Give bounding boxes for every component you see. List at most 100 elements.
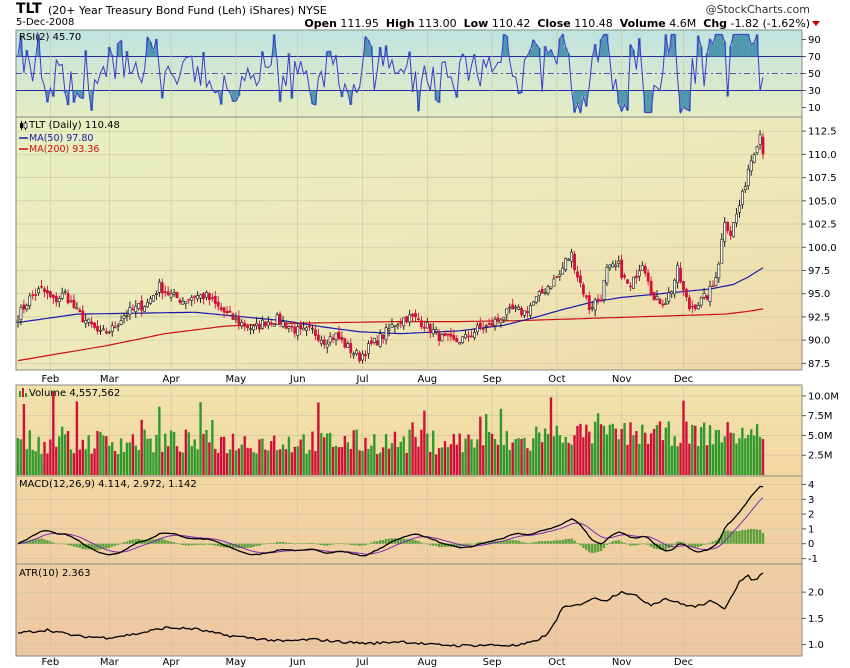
month-label: Oct	[548, 374, 565, 385]
macd-histogram-bar	[582, 543, 585, 548]
rsi-oversold-fill	[219, 90, 223, 105]
ma50-line	[17, 267, 764, 335]
rsi-overbought-fill	[502, 34, 506, 57]
macd-histogram-bar	[540, 541, 544, 544]
volume-bar	[605, 434, 609, 475]
macd-histogram-bar	[632, 543, 635, 546]
price-candle	[534, 296, 538, 303]
volume-bar	[558, 435, 562, 475]
macd-histogram-bar	[576, 542, 579, 544]
volume-bar	[694, 425, 697, 475]
rsi-overbought-fill	[328, 51, 332, 57]
volume-bar	[520, 438, 523, 475]
macd-histogram-bar	[549, 541, 553, 544]
price-candle	[558, 274, 562, 277]
volume-bar	[567, 442, 570, 475]
volume-bar	[137, 450, 140, 475]
ma200-line	[17, 308, 764, 362]
rsi-overbought-fill	[549, 49, 553, 57]
price-candle	[717, 263, 721, 279]
price-candle	[284, 322, 288, 329]
macd-histogram-bar	[452, 543, 456, 547]
macd-histogram-bar	[473, 543, 476, 545]
volume-bar	[178, 451, 182, 475]
volume-bar	[549, 397, 553, 475]
macd-histogram-bar	[78, 543, 82, 548]
macd-histogram-bar	[208, 543, 211, 545]
rsi-overbought-fill	[734, 34, 738, 57]
price-candle	[28, 295, 32, 307]
volume-bar	[367, 448, 370, 475]
volume-bar	[611, 423, 615, 475]
volume-bar	[714, 430, 718, 475]
month-label: Mar	[100, 657, 120, 668]
rsi-overbought-fill	[752, 42, 756, 57]
price-candle	[499, 319, 503, 324]
price-candle	[629, 285, 632, 288]
macd-histogram-bar	[591, 543, 594, 554]
price-candle	[187, 298, 191, 301]
volume-bar	[166, 446, 170, 475]
macd-histogram-bar	[196, 543, 199, 545]
volume-bar	[231, 433, 235, 475]
price-candle	[199, 294, 202, 299]
price-candle	[667, 292, 671, 302]
rsi-panel: RSI(2) 45.70 90 70 50 30 10	[15, 29, 821, 118]
macd-histogram-bar	[620, 541, 623, 544]
volume-bar	[128, 442, 132, 475]
price-candle	[676, 265, 680, 283]
volume-bar	[564, 437, 567, 475]
rsi-oversold-fill	[584, 90, 588, 107]
price-candle	[690, 305, 694, 308]
macd-histogram-bar	[646, 543, 650, 545]
volume-bar	[443, 441, 447, 475]
change-value: -1.82 (-1.62%)	[730, 17, 810, 30]
volume-bar	[602, 425, 606, 475]
price-candle	[687, 297, 691, 309]
macd-histogram-bar	[190, 543, 193, 546]
macd-histogram-bar	[264, 543, 267, 545]
volume-bar	[219, 436, 223, 475]
price-candle	[225, 311, 229, 313]
volume-bar	[623, 422, 626, 475]
macd-histogram-bar	[49, 541, 52, 544]
macd-histogram-bar	[505, 540, 509, 544]
price-candle	[711, 285, 715, 287]
price-candle	[349, 342, 353, 353]
volume-bar	[181, 452, 185, 475]
volume-bar	[752, 435, 756, 475]
macd-histogram-bar	[143, 539, 146, 544]
price-candle	[470, 335, 473, 338]
price-candle	[252, 325, 255, 331]
price-candle	[467, 335, 470, 338]
macd-histogram-bar	[287, 542, 291, 544]
month-label: Jun	[289, 657, 306, 668]
macd-histogram-bar	[308, 543, 311, 544]
price-candle	[726, 221, 730, 231]
volume-bar	[617, 439, 620, 475]
price-candle	[505, 308, 509, 316]
rsi-oversold-fill	[681, 90, 685, 108]
macd-histogram-bar	[69, 543, 73, 546]
volume-bar	[405, 452, 408, 475]
volume-bar	[582, 437, 585, 475]
volume-bar	[741, 427, 744, 475]
macd-histogram-bar	[649, 543, 653, 547]
price-candle	[593, 299, 597, 311]
volume-bar	[93, 448, 96, 475]
macd-histogram-bar	[502, 541, 506, 544]
volume-bar	[284, 449, 288, 475]
volume-bar	[384, 433, 388, 475]
price-candle	[57, 298, 61, 303]
volume-bar	[87, 435, 90, 475]
price-candle	[752, 154, 756, 163]
macd-histogram-bar	[596, 543, 600, 552]
month-label: Apr	[162, 374, 180, 385]
price-candle	[184, 300, 188, 304]
macd-histogram-bar	[535, 541, 538, 544]
macd-histogram-bar	[373, 541, 376, 544]
volume-bar	[272, 435, 276, 475]
rsi-oversold-fill	[90, 90, 94, 111]
price-candle	[22, 304, 26, 310]
rsi-overbought-fill	[366, 40, 370, 57]
